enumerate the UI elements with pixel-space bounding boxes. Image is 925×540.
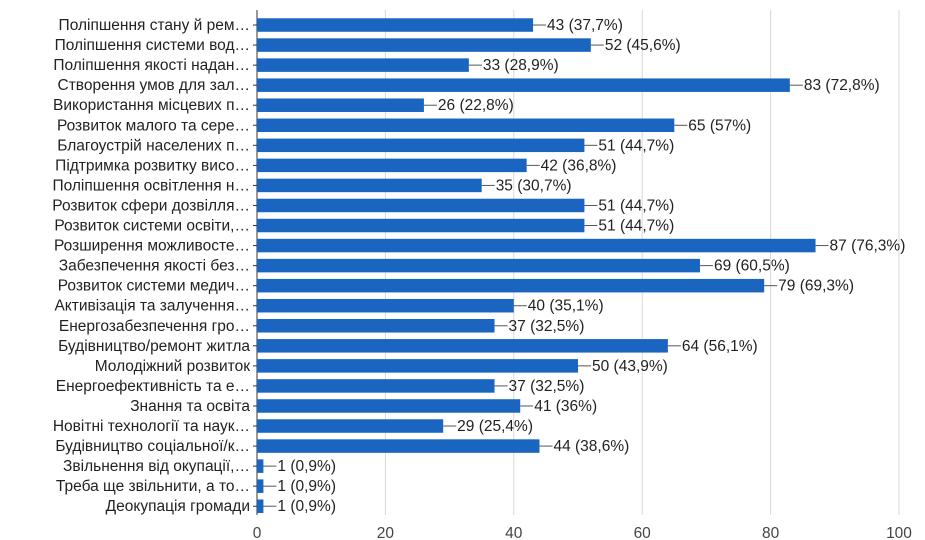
data-label: 79 (69,3%) [778, 278, 854, 295]
category-label: Розвиток малого та сере… [57, 117, 250, 134]
category-label: Енергозабезпечення гро… [59, 318, 250, 335]
bar [257, 119, 674, 132]
bar [257, 479, 263, 493]
data-label: 1 (0,9%) [277, 498, 336, 515]
category-label: Молодіжний розвиток [95, 358, 251, 375]
category-labels: Поліпшення стану й рем… Поліпшення систем… [52, 17, 250, 515]
bar [257, 98, 424, 112]
category-label: Будівництво/ремонт житла [58, 338, 250, 355]
data-label: 51 (44,7%) [598, 137, 674, 154]
category-label: Треба ще звільнити, а то… [56, 478, 250, 495]
data-label: 35 (30,7%) [496, 177, 572, 194]
bar [257, 199, 584, 213]
category-label: Енергоефективність та е… [56, 378, 250, 395]
data-label: 29 (25,4%) [457, 418, 533, 435]
data-label: 50 (43,9%) [592, 358, 668, 375]
category-label: Звільнення від окупації,… [63, 458, 250, 475]
category-label: Використання місцевих п… [53, 97, 250, 114]
data-label: 1 (0,9%) [277, 458, 336, 475]
bar [257, 439, 539, 453]
category-label: Поліпшення стану й рем… [59, 17, 250, 34]
data-label: 42 (36,8%) [541, 157, 617, 174]
data-label: 44 (38,6%) [553, 438, 629, 455]
category-label: Розвиток системи освіти,… [54, 218, 250, 235]
data-label: 43 (37,7%) [547, 17, 623, 34]
bar [257, 179, 482, 193]
data-label: 37 (32,5%) [509, 318, 585, 335]
category-label: Поліпшення освітлення н… [52, 177, 250, 194]
category-label: Поліпшення системи вод… [55, 37, 250, 54]
bar [257, 219, 584, 233]
bar [257, 299, 514, 313]
bar [257, 159, 527, 173]
bar [257, 359, 578, 373]
category-label: Розвиток системи медич… [58, 278, 250, 295]
data-label: 33 (28,9%) [483, 57, 559, 74]
category-label: Знання та освіта [130, 398, 250, 415]
bar [257, 58, 469, 72]
bar [257, 419, 443, 433]
bar [257, 38, 591, 52]
bar [257, 18, 533, 32]
data-label: 87 (76,3%) [830, 238, 906, 255]
category-label: Новітні технології та наук… [53, 418, 250, 435]
data-label: 40 (35,1%) [528, 298, 604, 315]
bar [257, 279, 764, 293]
bar [257, 459, 263, 473]
category-label: Підтримка розвитку висо… [55, 157, 250, 174]
data-label: 51 (44,7%) [598, 218, 674, 235]
bar [257, 319, 495, 333]
axes [253, 10, 257, 515]
category-label: Розширення можливосте… [54, 238, 250, 255]
data-label: 69 (60,5%) [714, 258, 790, 275]
data-label: 65 (57%) [688, 117, 751, 134]
data-label: 37 (32,5%) [509, 378, 585, 395]
data-label: 51 (44,7%) [598, 197, 674, 214]
category-label: Деокупація громади [106, 498, 250, 515]
bar [257, 399, 520, 413]
bar [257, 139, 584, 153]
data-label: 1 (0,9%) [277, 478, 336, 495]
bar [257, 499, 263, 512]
category-label: Активізація та залучення… [54, 298, 250, 315]
x-tick-label: 100 [886, 525, 912, 540]
x-tick-labels: 0 20 40 60 80 100 [253, 525, 913, 540]
data-label: 64 (56,1%) [682, 338, 758, 355]
category-label: Благоустрій населених п… [57, 137, 250, 154]
category-label: Створення умов для зал… [58, 77, 251, 94]
x-tick-label: 20 [377, 525, 395, 540]
bar [257, 78, 790, 92]
x-tick-label: 60 [634, 525, 652, 540]
bar [257, 259, 700, 273]
bar [257, 379, 495, 393]
category-label: Будівництво соціальної/к… [55, 438, 250, 455]
data-label: 52 (45,6%) [605, 37, 681, 54]
x-tick-label: 80 [762, 525, 780, 540]
x-tick-label: 0 [253, 525, 262, 540]
x-tick-label: 40 [505, 525, 523, 540]
category-label: Розвиток сфери дозвілля… [52, 197, 250, 214]
bar [257, 339, 668, 353]
category-label: Забезпечення якості без… [59, 258, 250, 275]
data-label: 41 (36%) [534, 398, 597, 415]
bar [257, 239, 816, 253]
data-label: 26 (22,8%) [438, 97, 514, 114]
category-label: Поліпшення якості надан… [53, 57, 250, 74]
data-label: 83 (72,8%) [804, 77, 880, 94]
